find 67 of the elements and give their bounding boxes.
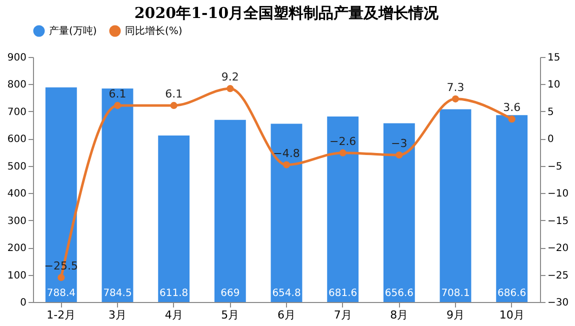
data-label: 784.5 — [103, 288, 132, 299]
x-tick-label: 4月 — [164, 308, 183, 322]
x-tick-label: 7月 — [334, 308, 352, 322]
point — [508, 116, 516, 123]
y-tick-label: 800 — [7, 80, 26, 91]
data-label: 611.8 — [160, 288, 188, 299]
y2-tick-label: −20 — [548, 243, 569, 254]
point — [452, 95, 460, 102]
y-tick-label: 0 — [20, 298, 26, 308]
data-label: 7.3 — [446, 80, 464, 94]
x-tick-label: 8月 — [390, 308, 408, 322]
bar — [270, 124, 302, 302]
y2-tick-label: 15 — [548, 52, 560, 64]
legend-label: 同比增长(%) — [125, 25, 182, 37]
data-label: 654.8 — [272, 288, 301, 299]
y-tick-label: 700 — [7, 106, 26, 118]
bar — [102, 88, 134, 302]
data-label: 6.1 — [108, 87, 126, 100]
y-tick-label: 100 — [7, 270, 26, 282]
x-tick-label: 5月 — [221, 308, 240, 322]
data-label: 708.1 — [441, 288, 470, 299]
y-tick-label: 400 — [7, 188, 26, 200]
y2-tick-label: −25 — [548, 270, 569, 282]
x-tick-label: 1-2月 — [46, 308, 76, 322]
y-tick-label: 600 — [7, 134, 26, 146]
y2-tick-label: −10 — [548, 188, 569, 200]
data-label: 656.6 — [384, 288, 414, 299]
y2-tick-label: −15 — [548, 216, 569, 227]
y2-tick-label: 10 — [548, 80, 560, 91]
y2-tick-label: 0 — [548, 134, 554, 146]
data-label: 681.6 — [328, 288, 358, 299]
y2-tick-label: −5 — [548, 161, 562, 172]
y-tick-label: 900 — [7, 52, 26, 64]
x-tick-label: 3月 — [108, 308, 126, 322]
bar — [496, 115, 528, 302]
y-tick-label: 500 — [7, 161, 26, 172]
y-tick-label: 200 — [7, 243, 26, 254]
bar — [214, 120, 246, 302]
point — [396, 151, 403, 159]
point — [282, 161, 290, 168]
bar — [327, 116, 359, 302]
point — [58, 274, 65, 282]
bar — [440, 109, 472, 302]
x-tick-label: 10月 — [499, 308, 524, 322]
legend-label: 产量(万吨) — [49, 25, 97, 37]
bar — [45, 87, 77, 302]
chart-title: 2020年1-10月全国塑料制品产量及增长情况 — [134, 4, 440, 22]
x-tick-label: 6月 — [278, 308, 296, 322]
data-label: 686.6 — [498, 288, 526, 299]
data-label: 788.4 — [46, 288, 76, 299]
point — [339, 149, 346, 156]
data-label: 6.1 — [165, 87, 183, 100]
bar — [383, 123, 415, 302]
data-label: −4.8 — [273, 146, 300, 160]
data-label: 9.2 — [221, 70, 239, 84]
y2-tick-label: −30 — [548, 298, 569, 308]
y2-tick-label: 5 — [548, 106, 554, 118]
data-label: −2.6 — [329, 134, 356, 148]
point — [226, 85, 234, 92]
bar — [158, 135, 190, 302]
point — [114, 102, 122, 109]
point — [170, 102, 178, 109]
data-label: 3.6 — [503, 101, 521, 114]
data-label: −3 — [391, 137, 408, 150]
x-tick-label: 9月 — [446, 308, 464, 322]
y-tick-label: 300 — [7, 216, 26, 227]
data-label: 669 — [220, 288, 240, 299]
